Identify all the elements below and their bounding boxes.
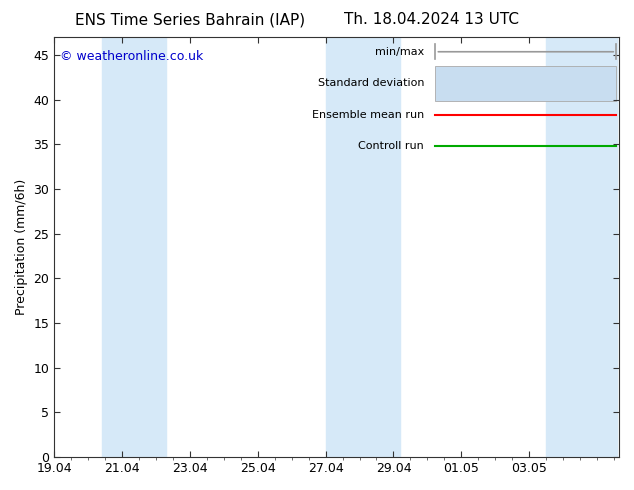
Text: Controll run: Controll run [358, 141, 424, 151]
Bar [326, 37, 400, 457]
Bar [436, 66, 616, 101]
Text: Standard deviation: Standard deviation [318, 78, 424, 88]
Text: min/max: min/max [375, 47, 424, 57]
Text: ENS Time Series Bahrain (IAP): ENS Time Series Bahrain (IAP) [75, 12, 305, 27]
Text: Th. 18.04.2024 13 UTC: Th. 18.04.2024 13 UTC [344, 12, 519, 27]
Y-axis label: Precipitation (mm/6h): Precipitation (mm/6h) [15, 179, 28, 315]
Text: Ensemble mean run: Ensemble mean run [312, 110, 424, 120]
Bar [102, 37, 166, 457]
Bar [546, 37, 618, 457]
Text: © weatheronline.co.uk: © weatheronline.co.uk [60, 49, 203, 63]
